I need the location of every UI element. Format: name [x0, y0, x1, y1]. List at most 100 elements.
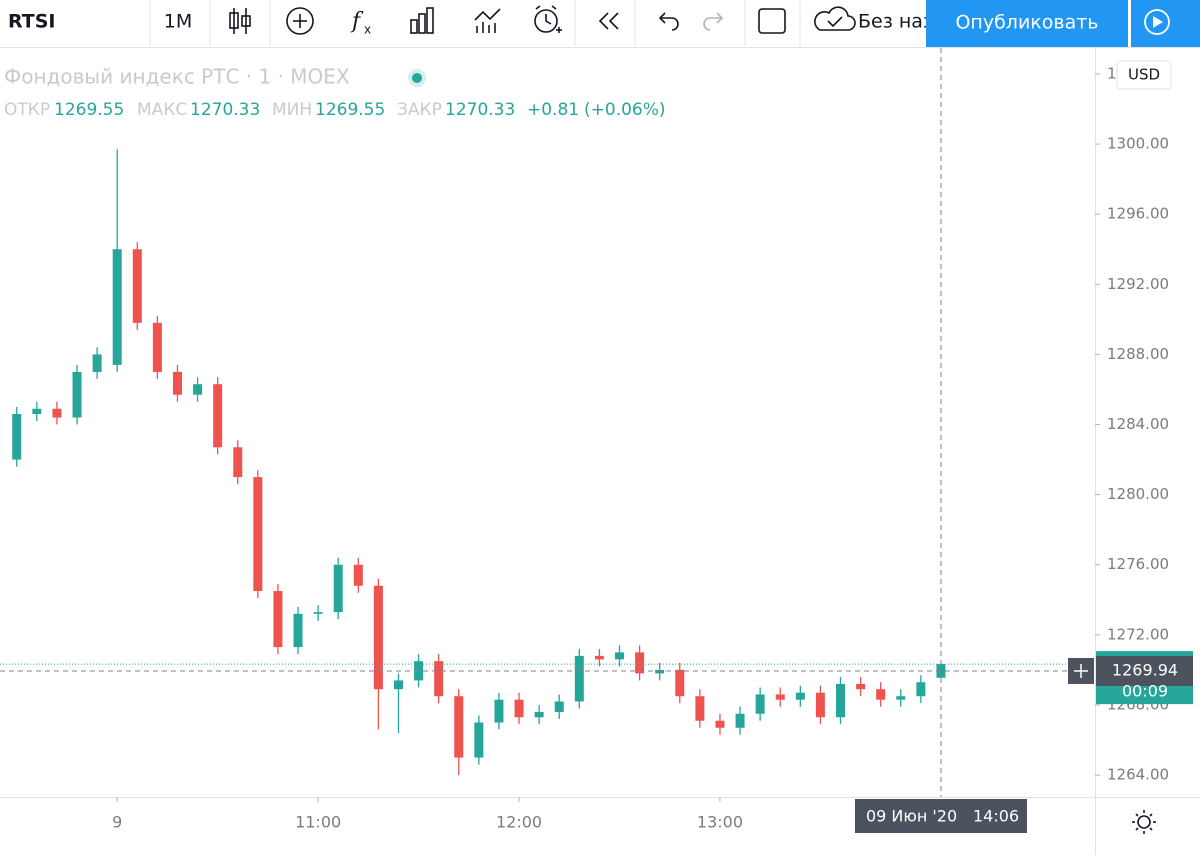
- y-tick-label: 1280.00: [1107, 485, 1169, 503]
- candle-body: [333, 564, 343, 613]
- candle-body: [916, 682, 926, 697]
- symbol[interactable]: RTSI: [8, 11, 56, 33]
- candle-body: [614, 652, 624, 660]
- candle-body: [193, 384, 203, 395]
- open-value: 1269.55: [54, 100, 124, 120]
- y-tick-label: 1296.00: [1107, 205, 1169, 223]
- candle-body: [534, 711, 544, 718]
- x-tick-label: 11:00: [295, 813, 341, 832]
- x-tick-label: 12:00: [496, 813, 542, 832]
- candle-body: [72, 371, 82, 418]
- x-tick-label: 9: [112, 813, 122, 832]
- rewind-icon[interactable]: [598, 12, 619, 30]
- templates-icon[interactable]: [410, 7, 434, 34]
- toolbar: RTSI 1M f x Без наз Опубликовать: [0, 0, 1200, 48]
- plot: 1264.001268.001272.001276.001280.001284.…: [12, 64, 1169, 832]
- high-label: МАКС: [137, 100, 187, 120]
- candle-body: [715, 720, 725, 728]
- candle-body: [554, 701, 564, 712]
- y-tick-label: 1292.00: [1107, 275, 1169, 293]
- candle-body: [112, 249, 122, 365]
- y-tick-label: 1276.00: [1107, 555, 1169, 573]
- candle-body: [373, 585, 383, 690]
- change: +0.81: [527, 100, 579, 120]
- crosshair-time: 14:06: [973, 807, 1019, 826]
- play-button[interactable]: [1131, 0, 1200, 47]
- candle-body: [856, 683, 866, 690]
- settings-icon[interactable]: [1132, 810, 1156, 834]
- low-value: 1269.55: [315, 100, 385, 120]
- candle-body: [273, 591, 283, 648]
- y-tick-label: 1288.00: [1107, 345, 1169, 363]
- candle-body: [836, 683, 846, 718]
- layout-name[interactable]: Без наз: [858, 11, 933, 33]
- indicators-icon[interactable]: x: [364, 23, 371, 37]
- open-label: ОТКР: [4, 100, 50, 120]
- candle-body: [213, 384, 223, 448]
- ohlc-legend: ОТКР 1269.55 МАКС 1270.33 МИН 1269.55 ЗА…: [4, 100, 666, 120]
- currency[interactable]: USD: [1128, 66, 1160, 84]
- candle-body: [775, 694, 785, 700]
- candle-body: [12, 413, 22, 460]
- candle-body: [353, 564, 363, 586]
- candle-body: [755, 694, 765, 714]
- candle-body: [132, 249, 142, 323]
- y-tick-label: 1300.00: [1107, 135, 1169, 153]
- candle-body: [293, 613, 303, 648]
- candle-body: [876, 689, 886, 700]
- low-label: МИН: [272, 100, 312, 120]
- crosshair-date: 09 Июн '20: [866, 807, 957, 826]
- publish-label[interactable]: Опубликовать: [955, 12, 1098, 34]
- candle-body: [172, 371, 182, 395]
- crosshair-time-box: [854, 799, 1027, 833]
- candle-body: [434, 661, 444, 697]
- crosshair-price: 1269.94: [1112, 660, 1178, 679]
- replay-icon[interactable]: [474, 8, 501, 33]
- candle-body: [675, 669, 685, 697]
- candle-body: [393, 680, 403, 690]
- candle-body: [92, 354, 102, 372]
- publish-button[interactable]: [926, 0, 1128, 47]
- x-tick-label: 13:00: [697, 813, 743, 832]
- candle-body: [815, 692, 825, 718]
- candle-body: [655, 669, 665, 674]
- candle-body: [795, 692, 805, 700]
- candle-body: [594, 655, 604, 660]
- close-value: 1270.33: [445, 100, 515, 120]
- countdown: 00:09: [1122, 682, 1168, 701]
- interval[interactable]: 1M: [164, 11, 192, 33]
- y-tick-label: 1284.00: [1107, 415, 1169, 433]
- candle-body: [454, 696, 464, 758]
- currency-box[interactable]: [1116, 60, 1172, 90]
- cloud-icon[interactable]: [814, 6, 856, 31]
- candle-body: [253, 477, 263, 592]
- change-percent: (+0.06%): [584, 100, 666, 120]
- candle-body: [494, 699, 504, 723]
- compare-icon[interactable]: [286, 7, 314, 35]
- crosshair-price-box: [1096, 655, 1193, 686]
- undo-icon[interactable]: [658, 12, 679, 31]
- fullscreen-icon[interactable]: [758, 8, 786, 34]
- candle-body: [152, 322, 162, 372]
- candle-body: [474, 722, 484, 758]
- candle-body: [233, 447, 243, 478]
- play-icon: [1153, 16, 1163, 28]
- play-icon: [1144, 9, 1170, 35]
- y-tick-label: 1264.00: [1107, 766, 1169, 784]
- candle-body: [313, 612, 323, 614]
- candle-body: [635, 652, 645, 674]
- overlay: 1269.94 00:09 09 Июн '20 14:06: [0, 48, 1193, 833]
- candle-body: [52, 408, 62, 418]
- candle-body: [514, 699, 524, 718]
- close-label: ЗАКР: [397, 100, 442, 120]
- alert-icon[interactable]: [534, 5, 562, 33]
- candle-body: [695, 696, 705, 721]
- chart-type-icon[interactable]: [229, 8, 251, 34]
- y-tick-label: 1272.00: [1107, 625, 1169, 643]
- market-status: [412, 73, 422, 83]
- candle-body: [735, 713, 745, 728]
- legend-title: Фондовый индекс РТС · 1 · MOEX: [4, 65, 350, 89]
- redo-icon[interactable]: [703, 12, 724, 31]
